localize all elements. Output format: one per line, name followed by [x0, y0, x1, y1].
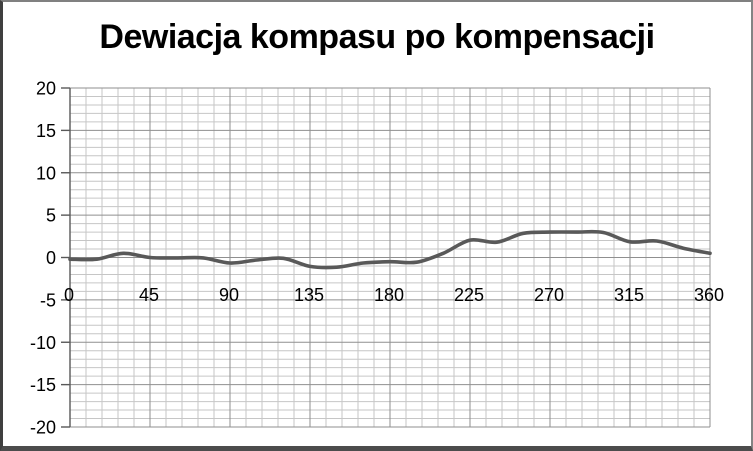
y-tick-label: -15 — [30, 375, 56, 395]
y-tick-label: 5 — [46, 206, 56, 226]
y-tick-label: -5 — [40, 290, 56, 310]
x-axis-labels: 0 45 90 135 180 225 270 315 360 — [64, 285, 724, 305]
y-axis: 20 15 10 5 0 -5 -10 -15 -20 — [30, 79, 71, 438]
chart-title: Dewiacja kompasu po kompensacji — [99, 18, 655, 56]
x-tick-label: 180 — [374, 285, 404, 305]
y-tick-label: 10 — [36, 163, 56, 183]
deviation-curve — [68, 229, 712, 270]
y-tick-label: 15 — [36, 121, 56, 141]
x-tick-label: 360 — [694, 285, 724, 305]
x-tick-label: 0 — [64, 285, 74, 305]
x-tick-label: 315 — [614, 285, 644, 305]
y-tick-label: -10 — [30, 333, 56, 353]
x-tick-label: 45 — [139, 285, 159, 305]
x-tick-label: 135 — [294, 285, 324, 305]
y-tick-label: 0 — [46, 248, 56, 268]
x-tick-label: 270 — [534, 285, 564, 305]
x-tick-label: 90 — [219, 285, 239, 305]
y-tick-label: -20 — [30, 418, 56, 438]
y-tick-label: 20 — [36, 79, 56, 99]
x-tick-label: 225 — [454, 285, 484, 305]
grid-major — [69, 87, 711, 428]
